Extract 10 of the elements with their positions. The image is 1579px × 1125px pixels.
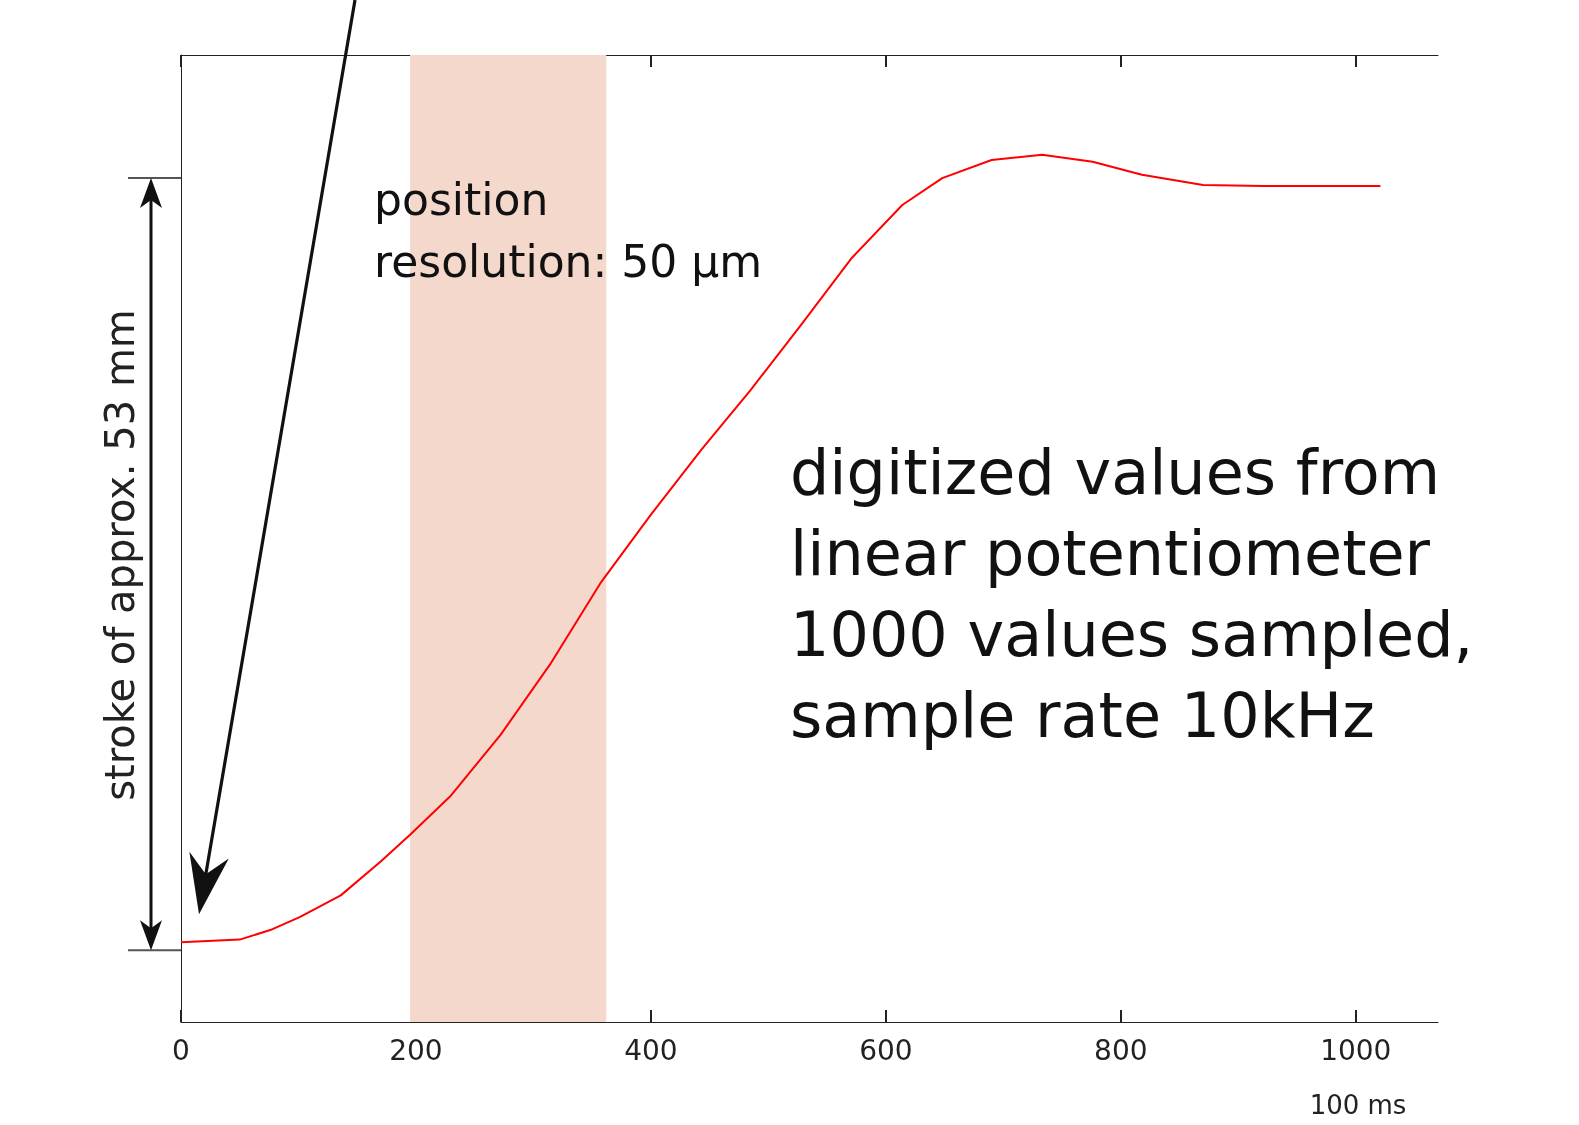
x-tick-label: 1000 [1320,1033,1392,1067]
x-tick-label: 400 [624,1033,678,1067]
x-tick-label: 0 [172,1033,190,1067]
x-tick-label: 600 [859,1033,913,1067]
y-axis-title: stroke of approx. 53 mm [97,309,143,801]
annotation: digitized values from linear potentiometer 1000 values sampled, sample rate 10kHz [790,436,1474,752]
x-tick-label: 800 [1094,1033,1148,1067]
x-tick-label: 200 [389,1033,443,1067]
annotation: position resolution: 50 µm [374,173,763,287]
x-axis-title: 100 ms [1309,1090,1407,1120]
